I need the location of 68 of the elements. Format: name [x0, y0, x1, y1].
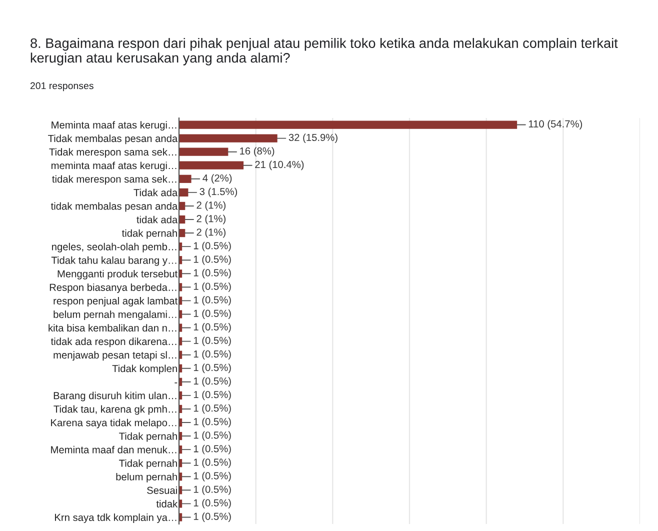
y-tick-label: Krn saya tdk komplain ya… — [55, 514, 176, 524]
data-label: 1 (0.5%) — [194, 323, 231, 332]
data-label: 32 (15.9%) — [288, 134, 338, 144]
y-tick-label: tidak ada respon dikarena… — [50, 338, 176, 348]
y-tick-label: tidak membalas pesan anda — [50, 202, 178, 212]
data-label: 1 (0.5%) — [194, 390, 231, 400]
y-tick-label: Karena saya tidak melapo… — [51, 418, 176, 428]
y-tick-label: tidak merespon sama sek… — [52, 175, 176, 185]
bar — [179, 148, 228, 156]
y-tick-label: tidak — [156, 500, 178, 508]
y-tick-label: Mengganti produk tersebut — [58, 270, 178, 280]
y-tick-label: Tidak pernah — [119, 432, 177, 442]
y-tick-label: Tidak komplen — [112, 364, 177, 374]
y-tick-label: belum pernah mengalami… — [54, 310, 176, 320]
bar — [179, 174, 192, 183]
data-label: 21 (10.4%) — [255, 160, 304, 170]
y-tick-label: Tidak ada — [134, 188, 178, 196]
text: 201 responses — [30, 82, 94, 92]
y-tick-label: Meminta maaf atas kerugi… — [52, 121, 176, 131]
data-label: 1 (0.5%) — [194, 458, 231, 468]
data-label: 1 (0.5%) — [194, 296, 231, 306]
bar — [179, 120, 518, 129]
chart-title: 8. Bagaimana respon dari pihak penjual atau pemilik toko ketika anda melakukan complain terkait kerugian atau kerusakan yang anda alami? — [30, 38, 618, 66]
y-tick-label: tidak ada — [136, 216, 178, 224]
y-tick-label: Respon biasanya berbeda… — [50, 283, 176, 293]
y-tick-label: Barang disuruh kitim ulan… — [54, 392, 176, 402]
bar — [179, 161, 244, 170]
y-tick-label: ngeles, seolah-olah pemb… — [52, 242, 176, 252]
y-tick-label: Tidak tahu kalau barang y… — [51, 256, 176, 266]
data-label: 1 (0.5%) — [194, 268, 231, 278]
data-label: 1 (0.5%) — [194, 336, 231, 346]
data-label: 1 (0.5%) — [194, 350, 231, 360]
data-label: 1 (0.5%) — [194, 282, 231, 292]
y-tick-label: Tidak merespon sama sek… — [49, 148, 176, 158]
data-label: 1 (0.5%) — [194, 498, 231, 508]
y-tick-label: Sesuai — [147, 486, 177, 494]
data-label: 1 (0.5%) — [194, 431, 231, 441]
y-tick-label: respon penjual agak lambat — [54, 297, 178, 306]
data-label: 1 (0.5%) — [194, 377, 231, 387]
data-label: 4 (2%) — [202, 174, 232, 184]
data-label: 1 (0.5%) — [194, 255, 231, 265]
data-label: 16 (8%) — [240, 147, 274, 157]
data-label: 1 (0.5%) — [194, 310, 231, 319]
y-tick-label: Tidak tau, karena gk pmh… — [54, 405, 176, 415]
data-label: 3 (1.5%) — [200, 188, 238, 198]
y-tick-label: - — [174, 382, 178, 384]
y-tick-label: belum pernah — [116, 472, 177, 482]
y-tick-label: kita bisa kembalikan dan n… — [48, 324, 176, 332]
data-label: 2 (1%) — [196, 214, 226, 224]
data-label: 1 (0.5%) — [194, 364, 231, 374]
data-label: 1 (0.5%) — [194, 512, 231, 522]
y-tick-label: menjawab pesan tetapi sl… — [54, 351, 176, 361]
data-label: 1 (0.5%) — [194, 472, 231, 482]
bar — [179, 134, 278, 142]
y-tick-label: Tidak pernah — [119, 459, 177, 469]
data-label: 110 (54.7%) — [528, 120, 582, 130]
y-tick-label: Tidak membalas pesan anda — [48, 134, 178, 144]
data-label: 1 (0.5%) — [194, 485, 231, 495]
data-label: 1 (0.5%) — [194, 418, 231, 428]
data-label: 2 (1%) — [196, 228, 226, 238]
data-label: 2 (1%) — [196, 201, 226, 211]
data-label: 1 (0.5%) — [194, 444, 231, 454]
y-tick-label: meminta maaf atas kerugi… — [52, 162, 176, 172]
y-tick-label: Meminta maaf dan menuk… — [51, 446, 176, 454]
data-label: 1 (0.5%) — [194, 242, 231, 252]
bar — [179, 188, 188, 196]
y-tick-label: tidak pernah — [122, 229, 177, 239]
data-label: 1 (0.5%) — [194, 404, 231, 414]
